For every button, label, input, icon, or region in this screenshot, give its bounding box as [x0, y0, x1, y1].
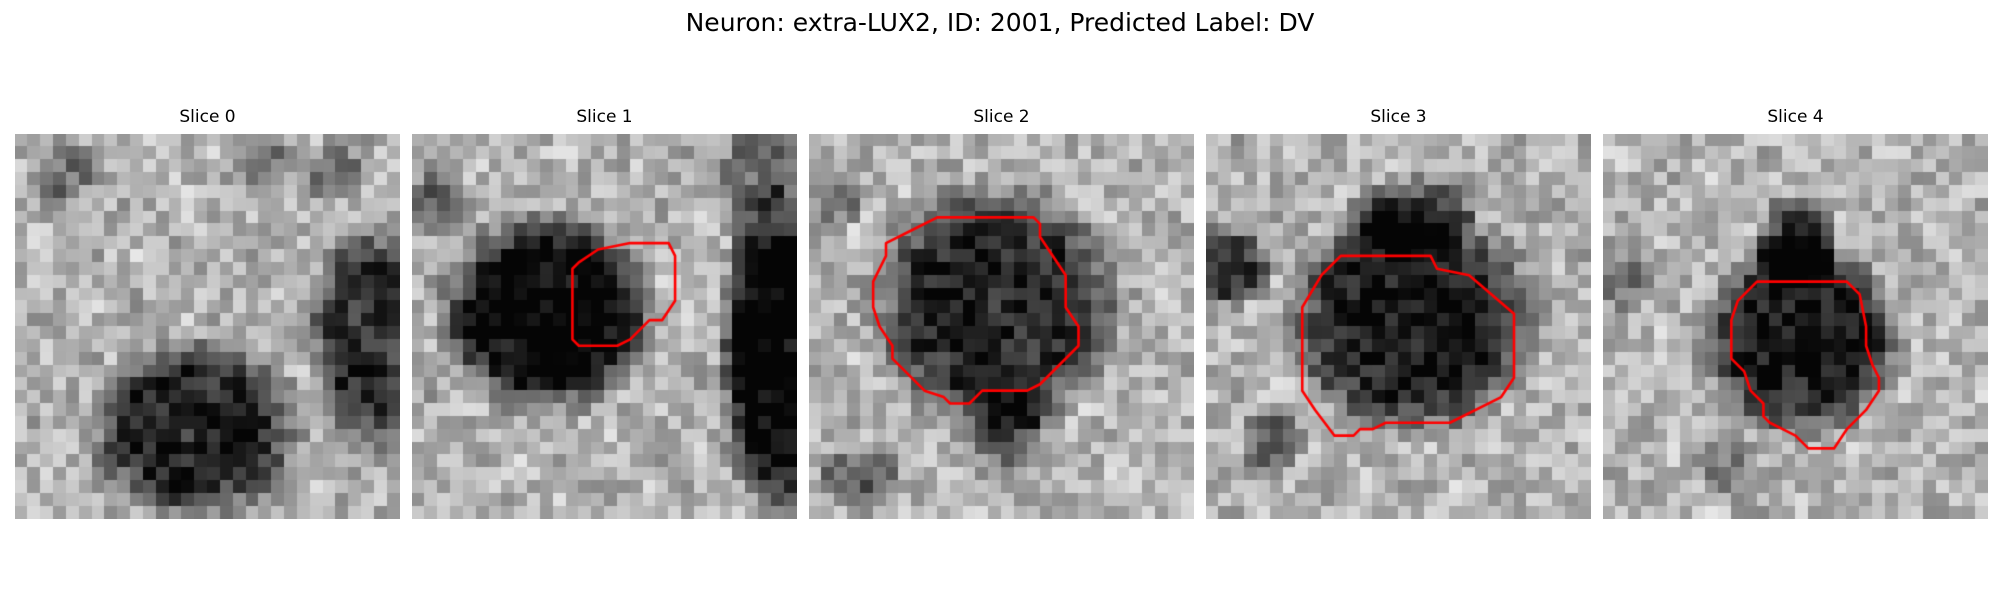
- slice-title: Slice 2: [973, 107, 1030, 127]
- slice-title: Slice 0: [179, 107, 236, 127]
- slice-image: [15, 134, 400, 519]
- figure-title: Neuron: extra-LUX2, ID: 2001, Predicted …: [685, 8, 1315, 37]
- slice-image: [412, 134, 797, 519]
- slice-title: Slice 1: [576, 107, 633, 127]
- slice-title: Slice 4: [1767, 107, 1824, 127]
- slice-image: [1603, 134, 1988, 519]
- slice-title: Slice 3: [1370, 107, 1427, 127]
- slice-image: [809, 134, 1194, 519]
- slice-image: [1206, 134, 1591, 519]
